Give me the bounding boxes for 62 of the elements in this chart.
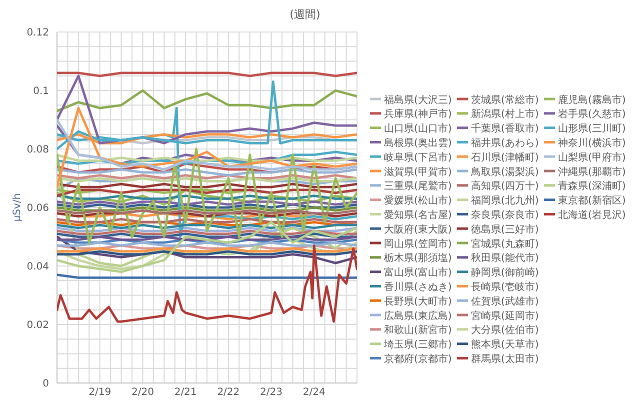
x-tick-label: 2/24 [302, 387, 326, 398]
legend-label: 神奈川(横浜市) [558, 137, 626, 149]
legend-label: 宮城県(丸森町) [471, 238, 539, 250]
legend-label: 新潟県(村上市) [471, 108, 539, 120]
legend-label: 岐阜県(下呂市) [384, 151, 452, 164]
legend-label: 富山県(富山市) [384, 266, 452, 279]
legend-label: 岡山県(笠岡市) [384, 238, 452, 250]
legend-label: 広島県(東広島) [384, 310, 452, 322]
x-tick-label: 2/21 [174, 387, 197, 398]
legend-label: 三重県(尾鷲市) [384, 180, 452, 192]
legend-label: 秋田県(能代市) [471, 252, 539, 264]
legend-label: 福井県(あわら) [471, 137, 539, 149]
legend-label: 鳥取県(湯梨浜) [470, 166, 539, 178]
legend-label: 高知県(四万十) [471, 180, 539, 192]
y-tick-label: 0.08 [26, 144, 49, 156]
legend-label: 大阪府(東大阪) [384, 223, 452, 236]
legend-label: 和歌山(新宮市) [384, 324, 452, 336]
chart-title: (週間) [290, 8, 320, 21]
y-tick-label: 0.02 [26, 320, 49, 331]
legend-label: 岩手県(久慈市) [558, 108, 626, 120]
legend-label: 長野県(大町市) [384, 295, 452, 308]
legend-label: 千葉県(香取市) [471, 122, 539, 135]
y-tick-label: 0 [42, 378, 49, 390]
legend-label: 福島県(大沢三) [384, 94, 452, 106]
legend-label: 熊本県(天草市) [471, 338, 539, 351]
y-tick-label: 0.06 [26, 203, 49, 214]
x-tick-label: 2/22 [217, 387, 240, 398]
legend-label: 茨城県(常総市) [471, 94, 539, 106]
legend-label: 鹿児島(霧島市) [558, 94, 626, 106]
legend-label: 栃木県(那須塩) [384, 252, 452, 264]
legend-label: 愛知県(名古屋) [384, 209, 452, 221]
legend-label: 香川県(さぬき) [384, 281, 452, 293]
legend-label: 佐賀県(武雄市) [471, 295, 539, 308]
legend-label: 京都府(京都市) [384, 353, 452, 365]
y-axis-title: μSv/h [12, 193, 23, 222]
legend-label: 福岡県(北九州) [471, 194, 539, 207]
x-tick-label: 2/23 [260, 387, 283, 398]
legend-label: 山口県(山口市) [384, 122, 452, 135]
legend-label: 兵庫県(神戸市) [384, 108, 452, 120]
legend-label: 徳島県(三好市) [471, 223, 539, 236]
legend-label: 北海道(岩見沢) [558, 209, 626, 221]
legend-label: 青森県(深浦町) [558, 180, 626, 192]
legend-label: 奈良県(奈良市) [471, 209, 539, 221]
legend-label: 石川県(津幡町) [471, 151, 539, 164]
legend-label: 長崎県(壱岐市) [471, 281, 539, 293]
legend-label: 宮崎県(延岡市) [471, 310, 539, 322]
legend-label: 山形県(三川町) [558, 122, 626, 135]
legend-label: 静岡県(御前崎) [471, 266, 539, 279]
legend-label: 愛媛県(松山市) [384, 194, 452, 207]
legend-label: 島根県(奥出雲) [384, 137, 452, 149]
legend-label: 滋賀県(甲賀市) [384, 166, 452, 178]
legend-label: 大分県(佐伯市) [471, 324, 539, 336]
legend-label: 群馬県(太田市) [471, 353, 539, 365]
legend-label: 東京都(新宿区) [558, 194, 626, 207]
y-tick-label: 0.04 [26, 262, 49, 272]
y-tick-label: 0.1 [33, 86, 49, 97]
legend-label: 山梨県(甲府市) [558, 151, 626, 164]
y-tick-label: 0.12 [26, 28, 49, 38]
x-tick-label: 2/20 [131, 387, 154, 398]
x-tick-label: 2/19 [88, 387, 112, 398]
legend-label: 沖縄県(那覇市) [558, 166, 626, 178]
legend-label: 埼玉県(三郷市) [383, 338, 452, 351]
